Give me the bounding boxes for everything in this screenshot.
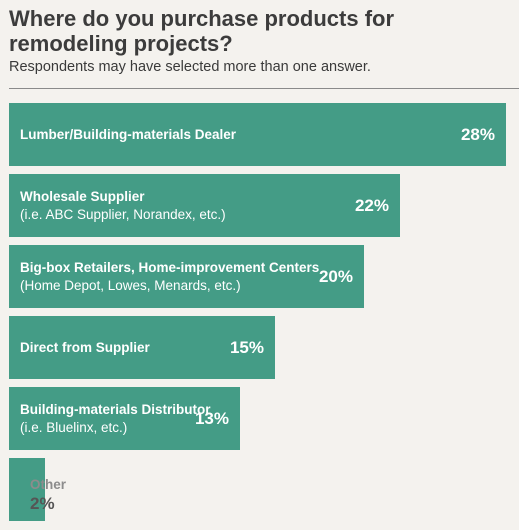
bar-category-label: Big-box Retailers, Home-improvement Cent… [20, 260, 320, 275]
chart-title: Where do you purchase products for remod… [9, 6, 395, 56]
bar-value-label: 15% [229, 338, 264, 357]
bar-value-label: 20% [318, 267, 353, 286]
bar-label: Direct from Supplier [20, 339, 150, 357]
chart-subtitle: Respondents may have selected more than … [9, 59, 371, 75]
bar-value-label: 22% [354, 196, 389, 215]
bar-label: Big-box Retailers, Home-improvement Cent… [20, 259, 319, 295]
bar-value-label: 28% [460, 125, 495, 144]
bar-2: Wholesale Supplier (i.e. ABC Supplier, No… [9, 174, 400, 237]
bar-6: Other 2% [9, 458, 66, 521]
bar-category-sublabel: (i.e. ABC Supplier, Norandex, etc.) [20, 207, 226, 222]
bar-label: Building-materials Distributor (i.e. Blue… [20, 401, 211, 437]
bar-3: Big-box Retailers, Home-improvement Cent… [9, 245, 364, 308]
bar-category-label: Building-materials Distributor [20, 402, 211, 417]
bar-label: Other [30, 476, 66, 494]
bar-label: Wholesale Supplier (i.e. ABC Supplier, No… [20, 188, 226, 224]
title-divider [9, 88, 519, 89]
bar-category-sublabel: (i.e. Bluelinx, etc.) [20, 420, 128, 435]
bar-category-sublabel: (Home Depot, Lowes, Menards, etc.) [20, 278, 241, 293]
bar-category-label: Wholesale Supplier [20, 189, 145, 204]
bar-category-label: Lumber/Building-materials Dealer [20, 127, 237, 142]
bar-category-label: Direct from Supplier [20, 340, 150, 355]
bar-value-label: 13% [194, 409, 229, 428]
bar-value-label: 2% [30, 494, 55, 513]
bar-label: Lumber/Building-materials Dealer [20, 126, 236, 144]
bar-1: Lumber/Building-materials Dealer 28% [9, 103, 506, 166]
bar-5: Building-materials Distributor (i.e. Blue… [9, 387, 240, 450]
bar-category-label: Other [30, 477, 67, 492]
bar-4: Direct from Supplier 15% [9, 316, 275, 379]
